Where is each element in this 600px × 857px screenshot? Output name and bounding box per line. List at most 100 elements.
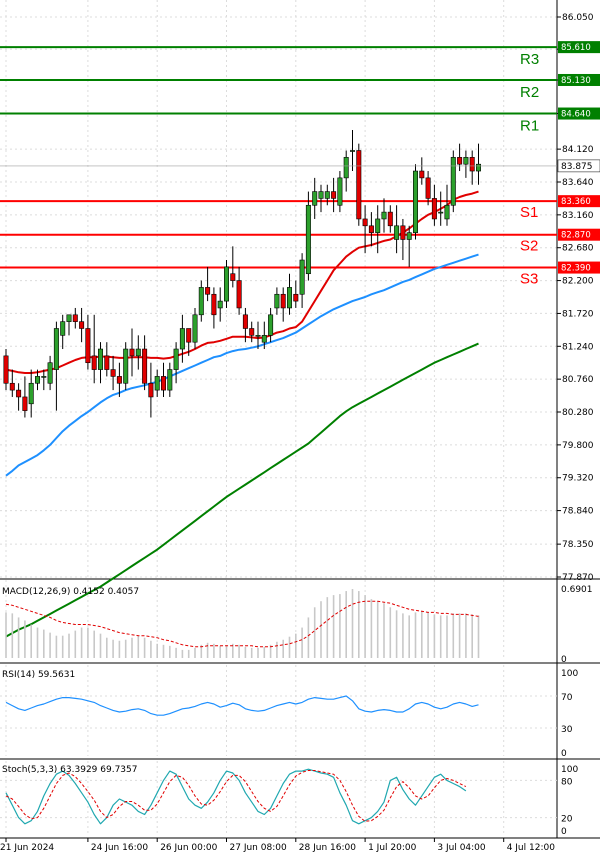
y-tick-label: 86.050 — [562, 13, 594, 23]
stoch-label: Stoch(5,3,3) 63.3929 69.7357 — [2, 765, 137, 775]
last-price-badge-text: 83.875 — [561, 162, 593, 172]
x-tick-label: 1 Jul 20:00 — [368, 843, 417, 853]
ma-slow-line — [5, 342, 479, 638]
candle-body — [205, 287, 211, 295]
candle-body — [356, 150, 362, 220]
candle-body — [305, 204, 311, 275]
candle-body — [242, 314, 248, 329]
level-badge-text-r1: 84.640 — [561, 110, 591, 120]
y-tick-label: 78.840 — [562, 507, 594, 517]
ma-fast-line — [5, 190, 479, 374]
y-tick-label: 80.760 — [562, 375, 594, 385]
candle-body — [463, 157, 469, 165]
candle-body — [148, 382, 154, 398]
candle-body — [60, 321, 66, 336]
candle-body — [91, 355, 97, 370]
candle-body — [444, 204, 450, 220]
level-badge-text-r2: 85.130 — [561, 76, 591, 86]
macd-y-tick-label: 0 — [561, 655, 567, 665]
candle-body — [274, 293, 280, 309]
y-tick-label: 77.870 — [562, 573, 594, 583]
candle-body — [475, 163, 481, 172]
candle-body — [406, 232, 412, 240]
x-tick-label: 24 Jun 16:00 — [91, 843, 148, 853]
candle-body — [53, 328, 59, 370]
y-tick-label: 83.640 — [562, 178, 594, 188]
ma-mid-line — [5, 253, 479, 477]
candle-body — [268, 314, 274, 336]
candle-body — [469, 157, 475, 172]
candle-body — [280, 293, 286, 309]
stoch-y-tick-label: 80 — [561, 777, 573, 787]
candle-body — [154, 376, 160, 391]
candle-body — [22, 396, 28, 411]
candle-body — [142, 348, 148, 384]
level-badge-r3 — [558, 41, 600, 54]
candle-body — [34, 376, 40, 384]
candle-body — [318, 191, 324, 199]
macd-label: MACD(12,26,9) 0.4152 0.4057 — [2, 587, 139, 597]
candle-body — [261, 335, 267, 343]
y-tick-label: 84.120 — [562, 145, 594, 155]
level-badge-text-s1: 83.360 — [561, 197, 591, 207]
candle-body — [104, 355, 110, 370]
level-badge-s3 — [558, 261, 600, 274]
candle-body — [368, 225, 374, 233]
candle-body — [167, 369, 173, 391]
candle-body — [431, 198, 437, 220]
rsi-y-tick-label: 30 — [561, 725, 573, 735]
level-label-s3: S3 — [520, 271, 538, 288]
candle-body — [387, 211, 393, 227]
candle-body — [41, 376, 47, 378]
last-price-badge — [557, 159, 600, 173]
candle-body — [47, 362, 53, 384]
y-tick-label: 79.320 — [562, 474, 594, 484]
candle-body — [173, 348, 179, 370]
candle-body — [72, 314, 78, 322]
candle-body — [400, 225, 406, 240]
y-tick-label: 81.240 — [562, 342, 594, 352]
candle-body — [85, 328, 91, 364]
x-tick-label: 27 Jun 08:00 — [230, 843, 287, 853]
macd-y-tick-label: 0.6901 — [561, 585, 593, 595]
candle-body — [255, 335, 261, 337]
level-badge-text-r3: 85.610 — [561, 43, 591, 53]
candle-body — [331, 191, 337, 199]
x-tick-label: 28 Jun 16:00 — [299, 843, 356, 853]
level-label-r2: R2 — [520, 84, 539, 101]
level-label-s1: S1 — [520, 204, 538, 221]
pane-macd — [0, 580, 557, 660]
candle-body — [412, 170, 418, 233]
y-tick-label: 79.800 — [562, 441, 594, 451]
level-badge-text-s2: 82.870 — [561, 231, 591, 241]
pane-price — [0, 0, 557, 578]
candle-body — [123, 348, 129, 384]
candle-body — [450, 157, 456, 206]
candle-body — [343, 157, 349, 179]
candle-body — [249, 328, 255, 336]
rsi-y-tick-label: 0 — [561, 749, 567, 759]
y-tick-label: 81.720 — [562, 309, 594, 319]
stoch-d-line — [5, 770, 467, 822]
macd-signal-line — [5, 600, 479, 648]
candle-body — [198, 287, 204, 316]
rsi-line — [5, 695, 479, 716]
level-badge-s2 — [558, 228, 600, 241]
y-tick-label: 78.350 — [562, 540, 594, 550]
candle-body — [224, 266, 230, 302]
stoch-k-line — [5, 768, 467, 825]
rsi-y-tick-label: 100 — [561, 669, 578, 679]
candle-body — [337, 177, 343, 206]
candle-body — [286, 287, 292, 309]
candle-body — [457, 157, 463, 165]
candle-body — [438, 211, 444, 214]
stoch-y-tick-label: 20 — [561, 815, 573, 825]
candle-body — [299, 259, 305, 295]
x-tick-label: 3 Jul 04:00 — [437, 843, 486, 853]
pane-rsi — [0, 665, 557, 756]
candle-body — [116, 376, 122, 384]
candle-body — [217, 300, 223, 309]
level-badge-r1 — [558, 107, 600, 120]
candle-body — [230, 273, 236, 281]
stoch-y-tick-label: 100 — [561, 765, 578, 775]
